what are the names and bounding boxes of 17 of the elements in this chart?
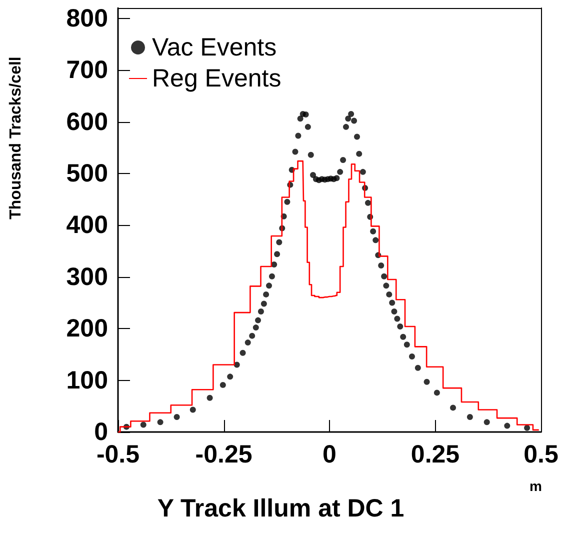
y-tick-label: 100 [66,366,108,394]
y-tick-label: 300 [66,262,108,291]
x-tick-label: 0.25 [410,440,460,468]
x-tick-label: 0.5 [524,440,558,468]
x-axis-title: Y Track Illum at DC 1 [157,494,404,522]
x-tick-label: -0.25 [195,440,252,468]
y-tick-label: 600 [66,108,108,136]
x-tick-label: 0 [322,440,336,468]
text: m [530,478,542,494]
legend-label: Reg Events [152,64,282,92]
y-tick-label: 200 [66,314,108,343]
y-tick-label: 700 [66,56,108,84]
y-tick-label: 800 [66,4,108,32]
y-tick-label: 400 [66,211,108,240]
y-tick-label: 500 [66,159,108,188]
y-axis-title: Thousand Tracks/cell [8,56,24,220]
legend-label: Vac Events [152,34,277,62]
